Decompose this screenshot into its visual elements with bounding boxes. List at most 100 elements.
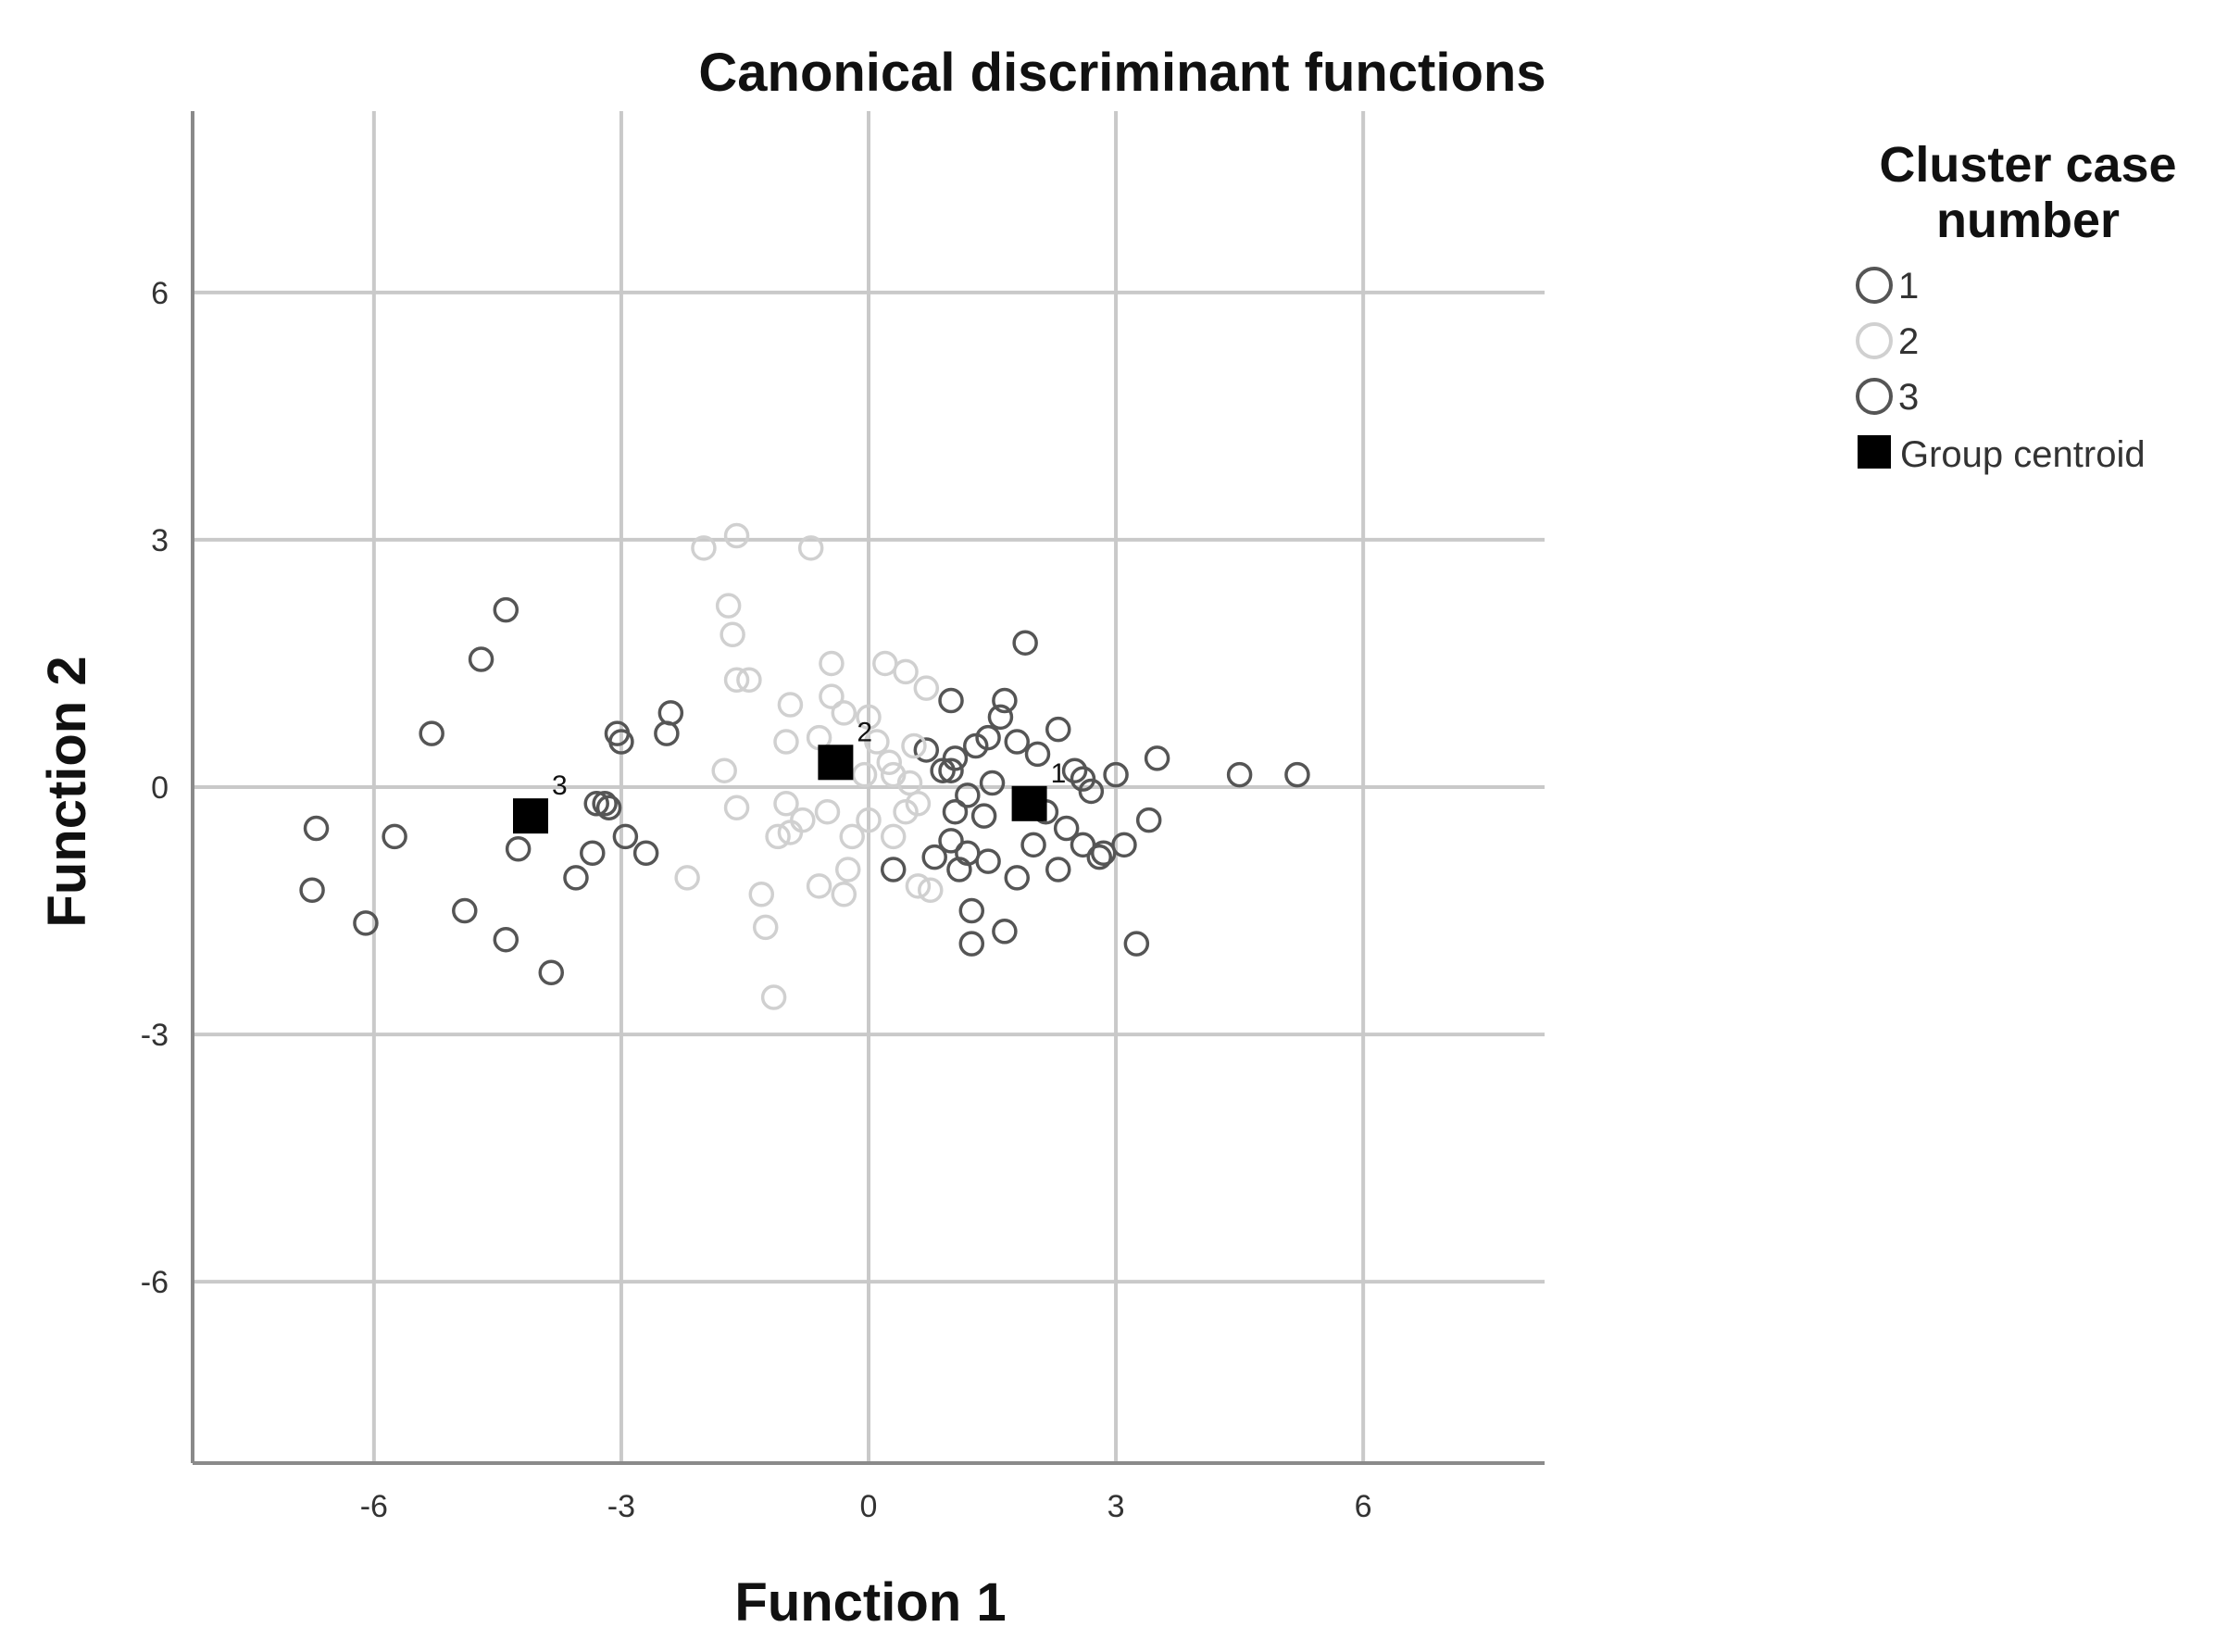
cluster-2-point: [901, 732, 927, 759]
cluster-2-point: [806, 873, 832, 899]
cluster-2-point: [773, 729, 799, 755]
cluster-2-point: [765, 823, 791, 850]
legend-entry-label: Group centroid: [1900, 434, 2146, 475]
chart-title: Canonical discriminant functions: [698, 43, 1545, 103]
tick-labels: -6 -3 0 3 6 -6 -3 0 3 6: [141, 276, 1372, 1524]
cluster-2-point: [720, 621, 745, 648]
legend-circle-marker: [1856, 378, 1893, 415]
scatter-points: [299, 522, 1310, 1010]
cluster-1-point: [1086, 844, 1113, 870]
cluster-2-point: [777, 820, 804, 845]
cluster-2-point: [790, 807, 816, 833]
cluster-1-point: [1004, 865, 1030, 891]
cluster-3-point: [303, 815, 330, 842]
x-tick-label: -6: [360, 1489, 388, 1524]
grid-lines: [193, 111, 1545, 1463]
cluster-2-point: [913, 675, 940, 701]
y-tick-label: 3: [151, 523, 169, 558]
cluster-1-point: [913, 737, 940, 763]
cluster-2-point: [905, 873, 932, 899]
cluster-2-point: [819, 650, 845, 677]
legend-entry-label: 1: [1898, 266, 1919, 307]
cluster-1-point: [1061, 757, 1088, 783]
cluster-2-point: [831, 700, 857, 726]
cluster-1-point: [1123, 931, 1150, 957]
legend-circle-marker: [1856, 267, 1893, 304]
cluster-3-point: [595, 795, 622, 821]
group-centroid-marker: [818, 745, 854, 781]
cluster-3-point: [608, 729, 634, 755]
cluster-1-point: [975, 724, 1001, 751]
cluster-2-point: [748, 881, 775, 907]
cluster-1-point: [1144, 745, 1170, 771]
cluster-1-point: [1024, 741, 1051, 768]
y-tick-label: 6: [151, 276, 169, 311]
group-centroid-marker: [513, 798, 548, 834]
cluster-1-point: [942, 798, 969, 825]
group-centroids: 1 2 3: [513, 717, 1067, 834]
legend-circle-marker: [1856, 322, 1893, 359]
cluster-3-point: [382, 823, 407, 850]
cluster-1-point: [946, 857, 972, 882]
cluster-1-point: [1135, 807, 1162, 833]
cluster-1-point: [1103, 761, 1129, 788]
cluster-3-point: [657, 700, 684, 726]
cluster-3-point: [353, 910, 379, 936]
cluster-1-point: [958, 931, 985, 957]
cluster-2-point: [872, 650, 898, 677]
y-axis-title: Function 2: [37, 656, 97, 927]
cluster-1-point: [958, 897, 985, 924]
cluster-1-point: [1053, 815, 1080, 842]
cluster-3-point: [299, 877, 325, 904]
cluster-2-point: [723, 522, 750, 549]
group-centroid-label: 2: [857, 717, 872, 747]
cluster-2-point: [831, 881, 857, 907]
cluster-1-point: [938, 687, 964, 714]
y-tick-label: -6: [141, 1265, 169, 1300]
cluster-1-point: [1045, 716, 1071, 743]
cluster-1-point: [975, 848, 1001, 874]
cluster-3-point: [468, 646, 494, 672]
cluster-3-point: [632, 840, 659, 866]
cluster-1-point: [992, 687, 1018, 714]
x-tick-label: 0: [860, 1489, 878, 1524]
cluster-2-point: [736, 667, 762, 694]
cluster-1-point: [1004, 729, 1030, 755]
x-tick-label: 6: [1355, 1489, 1372, 1524]
cluster-1-point: [938, 828, 964, 854]
legend-title-line-1: Cluster case: [1879, 137, 2176, 193]
cluster-1-point: [1045, 857, 1071, 882]
cluster-3-point: [592, 791, 618, 817]
cluster-1-point: [880, 857, 907, 882]
group-centroid-label: 3: [552, 770, 568, 801]
legend-entry-label: 3: [1898, 377, 1919, 418]
cluster-1-point: [921, 844, 947, 870]
cluster-3-point: [612, 823, 639, 850]
cluster-3-point: [505, 836, 532, 862]
cluster-2-point: [876, 749, 903, 776]
cluster-1-point: [992, 919, 1018, 945]
group-centroid-marker: [1011, 785, 1047, 821]
cluster-2-point: [723, 795, 750, 821]
x-axis-title: Function 1: [734, 1572, 1006, 1633]
cluster-2-point: [819, 683, 845, 709]
cluster-2-point: [773, 791, 799, 817]
cluster-1-point: [970, 803, 997, 829]
cluster-2-point: [834, 857, 861, 882]
cluster-1-point: [938, 757, 964, 783]
group-centroid-label: 1: [1051, 758, 1067, 789]
cluster-2-point: [711, 757, 737, 783]
cluster-2-point: [880, 823, 907, 850]
cluster-1-point: [1012, 630, 1038, 656]
cluster-2-point: [715, 593, 742, 619]
cluster-3-point: [583, 791, 609, 817]
cluster-1-point: [1020, 832, 1046, 858]
cluster-2-point: [752, 914, 779, 941]
cluster-2-point: [856, 807, 882, 833]
cluster-1-point: [1284, 761, 1310, 788]
legend-entry-label: 2: [1898, 321, 1919, 362]
cluster-3-point: [493, 926, 519, 953]
cluster-2-point: [723, 667, 750, 694]
y-tick-label: -3: [141, 1018, 169, 1053]
